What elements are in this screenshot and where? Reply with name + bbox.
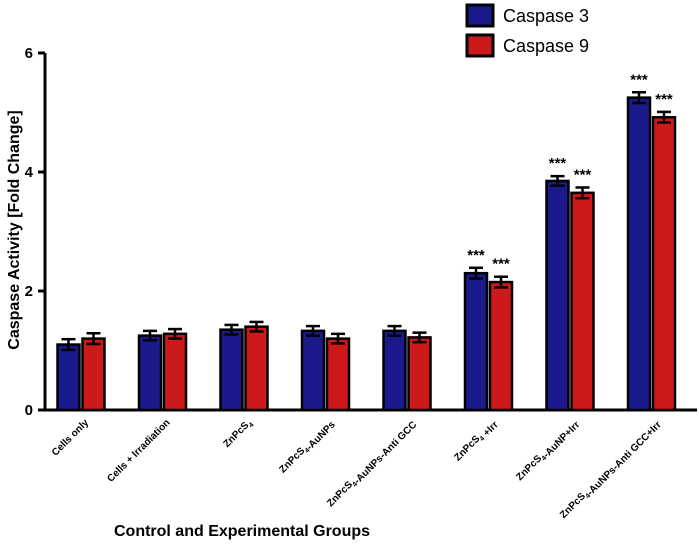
legend-swatch-caspase-3 — [465, 3, 495, 28]
significance-marker: *** — [549, 155, 567, 172]
bar-caspase-9 — [407, 336, 432, 412]
legend-label-caspase-9: Caspase 9 — [503, 36, 589, 56]
y-tick-label: 6 — [25, 45, 33, 62]
bar-caspase-9 — [325, 337, 351, 412]
bar-caspase-9 — [570, 191, 595, 412]
significance-marker: *** — [574, 166, 592, 183]
legend-label-caspase-3: Caspase 3 — [503, 6, 589, 26]
bar-caspase-9 — [162, 332, 188, 412]
y-tick-label: 2 — [25, 283, 33, 300]
bar-caspase-3 — [626, 96, 652, 412]
bar-caspase-3 — [463, 271, 489, 412]
significance-marker: *** — [655, 91, 673, 108]
bar-caspase-3 — [56, 343, 81, 412]
y-axis-title: Caspase Activity [Fold Change] — [6, 110, 23, 349]
bar-caspase-3 — [545, 179, 570, 412]
significance-marker: *** — [492, 256, 510, 273]
bar-caspase-3 — [382, 329, 407, 412]
bar-caspase-9 — [81, 337, 106, 412]
y-tick-label: 0 — [25, 402, 33, 419]
bar-caspase-3 — [137, 334, 163, 412]
legend: Caspase 3 Caspase 9 — [465, 3, 589, 58]
bar-caspase-3 — [300, 329, 326, 412]
bar-caspase-9 — [651, 116, 677, 412]
significance-marker: *** — [630, 71, 648, 88]
bar-caspase-9 — [488, 280, 514, 412]
bar-caspase-9 — [244, 325, 269, 412]
significance-marker: *** — [467, 247, 485, 264]
y-tick-label: 4 — [25, 164, 34, 181]
bar-caspase-3 — [219, 328, 244, 412]
legend-swatch-caspase-9 — [465, 33, 495, 58]
x-axis-title: Control and Experimental Groups — [114, 523, 370, 540]
